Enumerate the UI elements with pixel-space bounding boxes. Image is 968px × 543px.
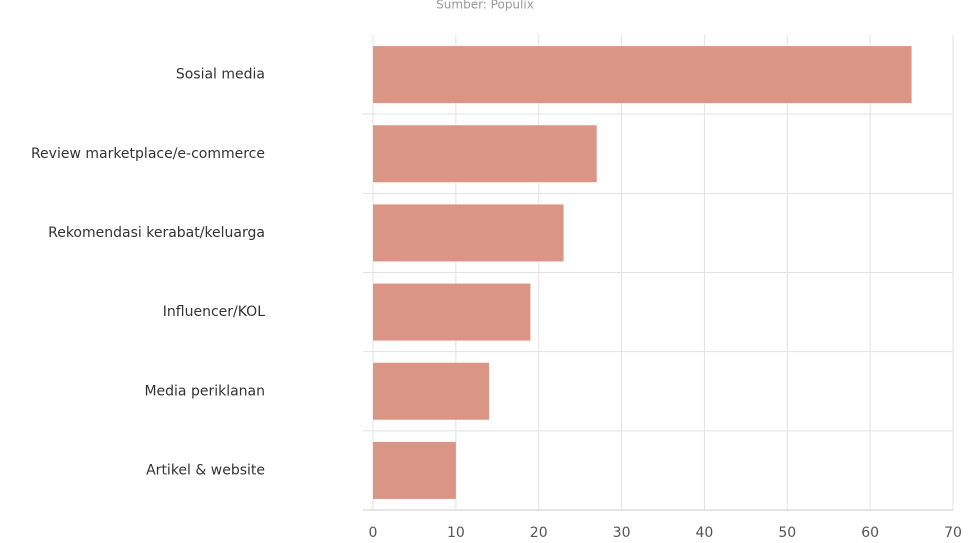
bar (373, 441, 456, 499)
x-tick-label: 10 (447, 525, 465, 541)
x-tick-label: 20 (530, 525, 548, 541)
bar (373, 125, 597, 183)
x-tick-label: 0 (369, 525, 378, 541)
category-label: Influencer/KOL (163, 304, 265, 320)
x-tick-label: 70 (944, 525, 962, 541)
category-label: Sosial media (176, 67, 265, 83)
bar (373, 46, 912, 104)
bar (373, 362, 489, 420)
category-label: Review marketplace/e-commerce (31, 146, 265, 162)
category-label: Rekomendasi kerabat/keluarga (48, 225, 265, 241)
category-label: Media periklanan (144, 383, 265, 399)
x-tick-label: 40 (696, 525, 714, 541)
chart-subtitle: Sumber: Populix (436, 0, 534, 12)
bar (373, 204, 564, 262)
x-tick-label: 30 (613, 525, 631, 541)
x-tick-label: 60 (861, 525, 879, 541)
bar (373, 283, 531, 341)
category-label: Artikel & website (146, 462, 265, 478)
x-tick-label: 50 (778, 525, 796, 541)
